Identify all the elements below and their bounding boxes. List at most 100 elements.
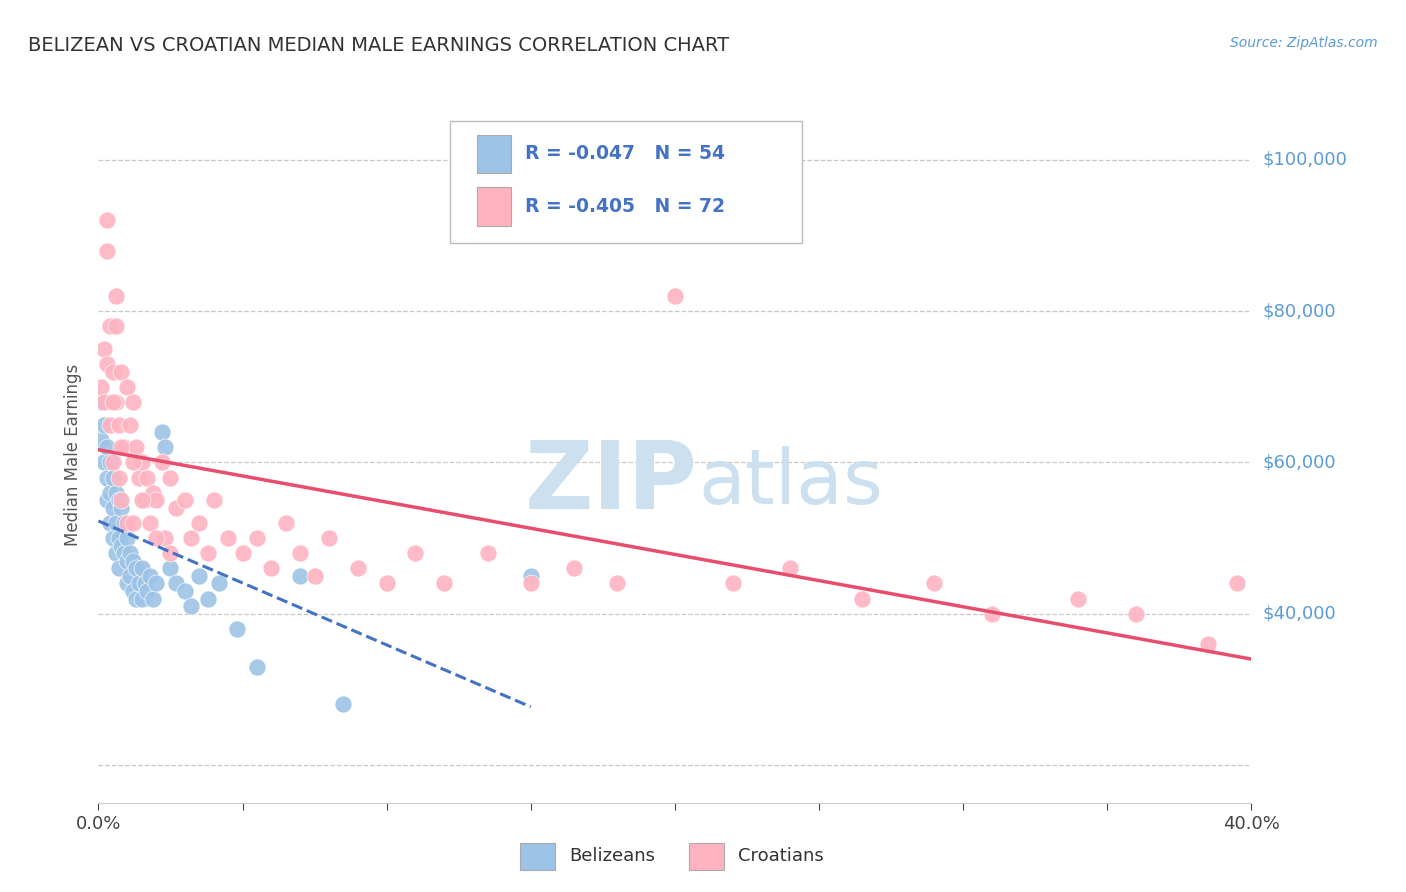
Point (110, 539, 132, 553)
Point (112, 516, 135, 530)
Point (117, 531, 138, 545)
Point (159, 546, 181, 560)
Point (122, 455, 145, 469)
Point (188, 569, 211, 583)
Point (101, 365, 124, 379)
Point (145, 576, 167, 591)
Point (134, 576, 156, 591)
Point (131, 455, 153, 469)
Point (93, 395, 115, 409)
Text: BELIZEAN VS CROATIAN MEDIAN MALE EARNINGS CORRELATION CHART: BELIZEAN VS CROATIAN MEDIAN MALE EARNING… (28, 36, 730, 54)
Point (346, 561, 368, 575)
Point (664, 289, 686, 303)
Point (96, 213, 118, 227)
Point (159, 470, 181, 484)
Point (290, 569, 312, 583)
Point (128, 576, 150, 591)
Point (117, 576, 138, 591)
Point (159, 561, 181, 575)
Point (304, 569, 326, 583)
Point (125, 591, 148, 606)
Point (120, 546, 142, 560)
Point (1067, 591, 1090, 606)
Text: $80,000: $80,000 (1263, 302, 1336, 320)
Point (98, 516, 121, 530)
Point (375, 576, 398, 591)
Point (1197, 637, 1219, 651)
Point (122, 554, 145, 568)
Point (107, 417, 129, 432)
Point (110, 500, 132, 515)
Point (231, 546, 254, 560)
Text: Source: ZipAtlas.com: Source: ZipAtlas.com (1230, 36, 1378, 50)
Point (150, 425, 173, 440)
Point (142, 591, 165, 606)
Point (96, 441, 118, 455)
FancyBboxPatch shape (477, 135, 512, 173)
Text: atlas: atlas (697, 446, 883, 520)
Point (101, 531, 124, 545)
Text: $40,000: $40,000 (1263, 605, 1336, 623)
Point (165, 576, 187, 591)
Point (208, 576, 231, 591)
Point (197, 546, 219, 560)
Point (145, 531, 167, 545)
Point (107, 561, 129, 575)
Point (433, 576, 456, 591)
Text: $100,000: $100,000 (1263, 151, 1347, 169)
Point (117, 380, 138, 394)
Point (260, 561, 283, 575)
Point (477, 546, 499, 560)
Point (110, 441, 132, 455)
Point (125, 561, 148, 575)
Point (332, 698, 354, 712)
Point (112, 546, 135, 560)
Point (93, 417, 115, 432)
Point (110, 493, 132, 508)
Point (606, 576, 628, 591)
Point (246, 659, 269, 673)
Point (405, 546, 427, 560)
Point (180, 531, 202, 545)
Point (318, 531, 340, 545)
Point (101, 470, 124, 484)
Point (122, 584, 145, 599)
Point (922, 576, 945, 591)
Point (779, 561, 801, 575)
Point (225, 622, 247, 636)
Point (721, 576, 744, 591)
Point (107, 531, 129, 545)
Point (117, 554, 138, 568)
Point (131, 493, 153, 508)
Point (101, 455, 124, 469)
Point (153, 531, 176, 545)
FancyBboxPatch shape (450, 121, 801, 243)
Point (104, 289, 127, 303)
Text: Belizeans: Belizeans (569, 847, 655, 865)
Point (90, 395, 112, 409)
Point (202, 493, 225, 508)
Point (104, 395, 127, 409)
Point (174, 493, 197, 508)
Point (188, 516, 211, 530)
Point (98, 455, 121, 469)
Point (851, 591, 873, 606)
Point (96, 470, 118, 484)
Point (1226, 576, 1249, 591)
Point (128, 470, 150, 484)
Point (136, 584, 159, 599)
Y-axis label: Median Male Earnings: Median Male Earnings (65, 364, 83, 546)
Point (217, 531, 239, 545)
Point (174, 584, 197, 599)
Point (120, 417, 142, 432)
Point (93, 455, 115, 469)
Point (150, 455, 173, 469)
Point (180, 599, 202, 614)
Text: R = -0.405   N = 72: R = -0.405 N = 72 (524, 197, 725, 216)
Point (290, 546, 312, 560)
Point (246, 531, 269, 545)
Point (145, 493, 167, 508)
Point (98, 319, 121, 334)
Point (93, 342, 115, 356)
Point (1125, 607, 1147, 621)
